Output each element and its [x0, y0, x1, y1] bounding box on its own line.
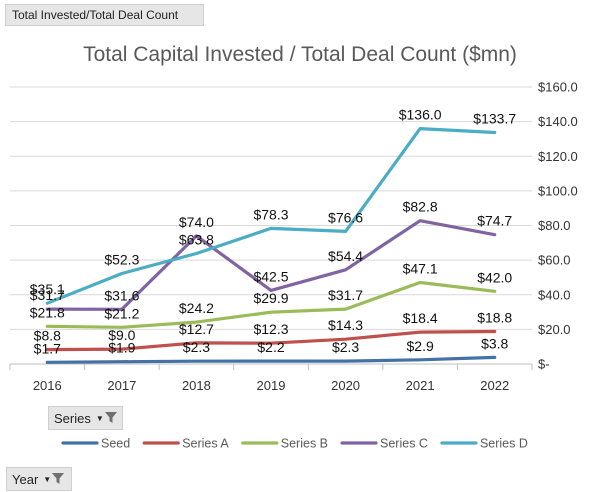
x-tick-label: 2020: [331, 378, 360, 393]
data-label: $18.4: [403, 310, 438, 326]
y-tick-label: $20.0: [538, 322, 571, 337]
data-label: $52.3: [104, 251, 139, 267]
legend-label: Series A: [182, 437, 229, 451]
data-label: $74.7: [477, 213, 512, 229]
legend: Seed Series A Series B Series C Series D: [61, 437, 528, 451]
data-label: $12.7: [179, 321, 214, 337]
y-tick-label: $140.0: [538, 114, 578, 129]
data-label: $74.0: [179, 214, 214, 230]
series-lines: [45, 127, 497, 364]
series-line: [45, 329, 497, 352]
legend-item[interactable]: Series D: [440, 437, 528, 451]
series-line: [45, 127, 497, 305]
legend-label: Series C: [380, 437, 428, 451]
series-filter-button[interactable]: Series ▼: [48, 406, 123, 430]
data-label: $42.5: [253, 268, 288, 284]
data-label: $9.0: [108, 327, 135, 343]
data-label: $12.3: [253, 321, 288, 337]
data-label: $76.6: [328, 209, 363, 225]
chart-title: Total Capital Invested / Total Deal Coun…: [83, 43, 517, 66]
data-label: $2.9: [407, 338, 434, 354]
x-tick-label: 2016: [33, 378, 62, 393]
value-field-label: Total Invested/Total Deal Count: [12, 8, 179, 22]
series-line: [45, 219, 497, 311]
legend-label: Seed: [101, 437, 130, 451]
data-label: $3.8: [481, 335, 508, 351]
data-label: $29.9: [253, 290, 288, 306]
data-labels: $1.7 $1.9 $2.3 $2.2 $2.3 $2.9 $3.8 $8.8 $9.0 $12.…: [30, 107, 517, 357]
data-label: $31.6: [104, 287, 139, 303]
y-tick-label: $100.0: [538, 183, 578, 198]
legend-label: Series D: [480, 437, 528, 451]
legend-label: Series B: [281, 437, 328, 451]
data-label: $2.3: [332, 339, 359, 355]
data-label: $2.3: [183, 339, 210, 355]
y-tick-label: $60.0: [538, 253, 571, 268]
filter-icon[interactable]: ▼: [96, 412, 117, 424]
legend-item[interactable]: Series C: [340, 437, 428, 451]
y-tick-label: $160.0: [538, 80, 578, 95]
x-tick-label: 2022: [480, 378, 509, 393]
data-label: $2.2: [257, 339, 284, 355]
y-tick-label: $40.0: [538, 287, 571, 302]
series-filter-label: Series: [54, 410, 91, 426]
data-label: $21.8: [30, 304, 65, 320]
data-label: $35.1: [30, 281, 65, 297]
x-tick-label: 2019: [257, 378, 286, 393]
data-label: $31.7: [328, 287, 363, 303]
data-label: $14.3: [328, 317, 363, 333]
data-label: $1.9: [108, 340, 135, 356]
data-label: $21.2: [104, 305, 139, 321]
data-label: $8.8: [34, 328, 61, 344]
data-label: $42.0: [477, 269, 512, 285]
x-tick-label: 2017: [107, 378, 136, 393]
data-label: $63.8: [179, 232, 214, 248]
legend-item[interactable]: Series B: [241, 437, 328, 451]
series-line: [45, 280, 497, 329]
year-filter-label: Year: [12, 471, 39, 487]
axes: $- $20.0 $40.0 $60.0 $80.0 $100.0 $120.0 $140.0…: [9, 80, 578, 393]
value-field-button[interactable]: Total Invested/Total Deal Count: [5, 4, 204, 26]
data-label: $82.8: [403, 199, 438, 215]
legend-item[interactable]: Series A: [142, 437, 229, 451]
x-tick-label: 2018: [182, 378, 211, 393]
y-tick-label: $-: [538, 357, 550, 372]
data-label: $47.1: [403, 260, 438, 276]
year-filter-button[interactable]: Year ▼: [6, 467, 72, 491]
data-label: $1.7: [34, 340, 61, 356]
data-label: $136.0: [399, 107, 442, 123]
filter-icon[interactable]: ▼: [43, 473, 65, 485]
data-label: $78.3: [253, 206, 288, 222]
data-label: $133.7: [473, 111, 516, 127]
data-label: $54.4: [328, 248, 363, 264]
legend-item[interactable]: Seed: [61, 437, 130, 451]
data-label: $31.7: [30, 287, 65, 303]
y-tick-label: $80.0: [538, 218, 571, 233]
y-tick-label: $120.0: [538, 149, 578, 164]
data-label: $18.8: [477, 309, 512, 325]
series-line: [45, 355, 497, 364]
data-label: $24.2: [179, 300, 214, 316]
x-tick-label: 2021: [406, 378, 435, 393]
